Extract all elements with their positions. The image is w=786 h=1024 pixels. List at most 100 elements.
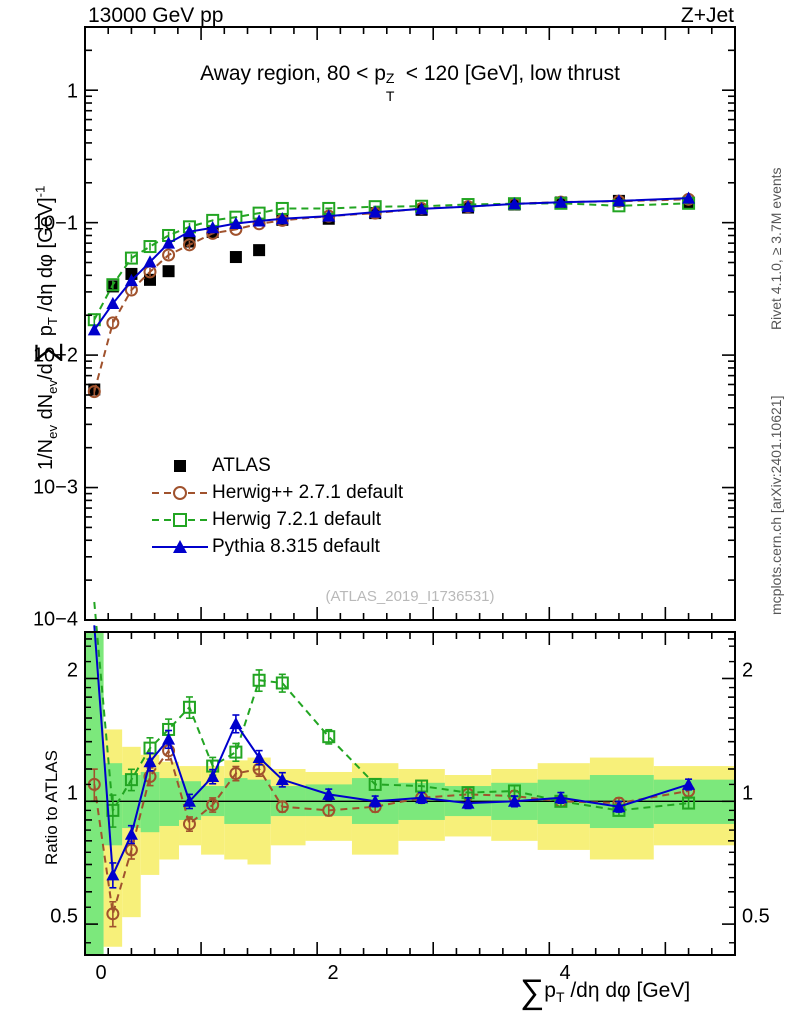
ratio-ytick-2-left: 2 [66,659,78,682]
xtick-4: 4 [559,962,571,984]
band-inner-bin [201,786,225,817]
marker-open-circle [87,777,101,791]
band-outer-bin [653,766,735,846]
main-series-pythia-8-315-default [87,191,696,336]
band-outer-bin [140,754,160,875]
legend-item-atlas[interactable]: ATLAS [152,452,403,479]
marker-filled-triangle [143,255,157,268]
marker-open-circle [143,770,157,784]
marker-open-square [124,251,138,265]
band-inner-bin [653,779,735,824]
main-series-line [93,198,689,392]
marker-open-circle [275,213,289,227]
main-ytick-1: 1 [66,80,78,103]
main-series-herwig-2-7-1-default [87,192,696,399]
ratio-yaxis-label: Ratio to ATLAS [42,750,61,865]
main-ytick-1e-4: 10−4 [32,608,78,631]
marker-filled-square [369,207,382,220]
marker-filled-triangle [507,794,521,807]
band-outer-bin [589,757,654,860]
ylabel-sub-ev2: ev [45,379,60,394]
ratio-panel-frame [84,631,736,956]
marker-filled-square [508,198,521,211]
marker-open-circle [612,194,626,208]
analysis-watermark: (ATLAS_2019_I1736531) [325,588,495,605]
main-series-line [93,202,689,321]
band-outer-bin [179,766,202,846]
marker-open-square [106,278,120,292]
ylabel-sup-inv: -1 [32,185,48,198]
marker-filled-triangle [507,197,521,210]
band-outer-bin [444,774,492,837]
marker-filled-triangle [275,772,289,786]
marker-open-square [182,700,196,714]
legend-label-atlas: ATLAS [212,454,271,476]
marker-filled-square [253,244,266,257]
band-inner-bin [247,779,271,824]
ratio-series-line [93,625,689,876]
band-outer-bin [270,768,306,846]
marker-open-square [182,220,196,234]
legend-item-pythia[interactable]: Pythia 8.315 default [152,533,403,560]
xlabel-sub-t: T [555,989,565,1006]
marker-filled-square [229,251,242,264]
main-ytick-1e-2: 10−2 [32,344,78,367]
marker-filled-triangle [206,769,220,783]
marker-open-square [87,313,101,327]
marker-open-circle [124,843,138,857]
marker-open-square [275,201,289,215]
marker-open-circle [106,907,120,921]
marker-open-circle [206,226,220,240]
marker-open-circle [461,787,475,801]
legend-marker-pythia [152,539,208,553]
marker-filled-triangle [229,716,243,730]
ratio-series-herwig-2-7-1-default [87,741,696,928]
marker-open-square [368,777,382,791]
marker-open-square [682,196,696,210]
marker-filled-triangle [182,224,196,238]
ylabel-sub-t: T [45,317,60,326]
marker-filled-triangle [554,791,568,804]
ylabel-sub-ev1: ev [45,424,60,439]
marker-open-circle [162,248,176,262]
marker-open-square [229,745,243,759]
ratio-series-pythia-8-315-default [93,625,696,889]
marker-filled-triangle [206,221,220,234]
ratio-yaxis-ticks [85,638,735,944]
marker-open-square [368,200,382,214]
band-outer-bin [305,771,352,841]
marker-filled-triangle [143,755,157,768]
rivet-version-label: Rivet 4.1.0, ≥ 3.7M events [768,167,784,330]
marker-open-circle [415,201,429,215]
header-left-label: 13000 GeV pp [88,4,224,27]
marker-filled-triangle [415,791,429,804]
marker-open-circle [461,200,475,214]
marker-open-square [124,773,138,787]
marker-open-circle [229,766,243,780]
marker-open-circle [275,800,289,814]
ratio-ytick-1-right: 1 [742,782,754,805]
band-inner-bin [140,771,160,833]
marker-open-square [252,673,266,687]
ratio-uncertainty-bands [85,632,735,955]
band-inner-bin [179,781,202,820]
ratio-ytick-05-left: 0.5 [50,905,78,928]
band-inner-bin [85,632,104,955]
marker-open-square [252,206,266,220]
marker-open-circle [252,217,266,231]
xtick-0: 0 [95,962,107,984]
marker-filled-triangle [461,796,475,809]
xtick-2: 2 [327,962,339,984]
band-inner-bin [491,782,538,820]
legend-label-herwig7: Herwig 7.2.1 default [212,508,381,530]
marker-filled-triangle [162,732,176,745]
ratio-series-line [93,601,689,814]
band-outer-bin [537,763,590,850]
band-inner-bin [224,778,248,824]
legend-item-herwig7[interactable]: Herwig 7.2.1 default [152,506,403,533]
marker-open-square [162,722,176,736]
legend-item-herwigpp[interactable]: Herwig++ 2.7.1 default [152,479,403,506]
marker-filled-square [206,225,219,238]
marker-open-circle [507,197,521,211]
